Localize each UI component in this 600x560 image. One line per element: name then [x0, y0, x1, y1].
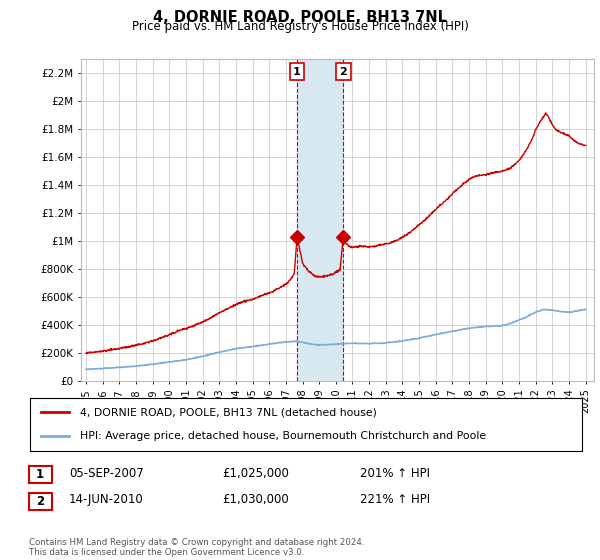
Text: Contains HM Land Registry data © Crown copyright and database right 2024.
This d: Contains HM Land Registry data © Crown c…	[29, 538, 364, 557]
Text: 4, DORNIE ROAD, POOLE, BH13 7NL (detached house): 4, DORNIE ROAD, POOLE, BH13 7NL (detache…	[80, 408, 377, 418]
Text: 2: 2	[36, 494, 44, 508]
Text: HPI: Average price, detached house, Bournemouth Christchurch and Poole: HPI: Average price, detached house, Bour…	[80, 431, 486, 441]
Text: 2: 2	[340, 67, 347, 77]
Text: 05-SEP-2007: 05-SEP-2007	[69, 466, 144, 480]
Text: Price paid vs. HM Land Registry's House Price Index (HPI): Price paid vs. HM Land Registry's House …	[131, 20, 469, 33]
Text: 201% ↑ HPI: 201% ↑ HPI	[360, 466, 430, 480]
Text: £1,030,000: £1,030,000	[222, 493, 289, 506]
Text: 1: 1	[36, 468, 44, 482]
Bar	[297, 59, 343, 381]
Text: 1: 1	[293, 67, 301, 77]
Text: 221% ↑ HPI: 221% ↑ HPI	[360, 493, 430, 506]
Text: 4, DORNIE ROAD, POOLE, BH13 7NL: 4, DORNIE ROAD, POOLE, BH13 7NL	[153, 10, 447, 25]
Text: 14-JUN-2010: 14-JUN-2010	[69, 493, 144, 506]
Text: £1,025,000: £1,025,000	[222, 466, 289, 480]
